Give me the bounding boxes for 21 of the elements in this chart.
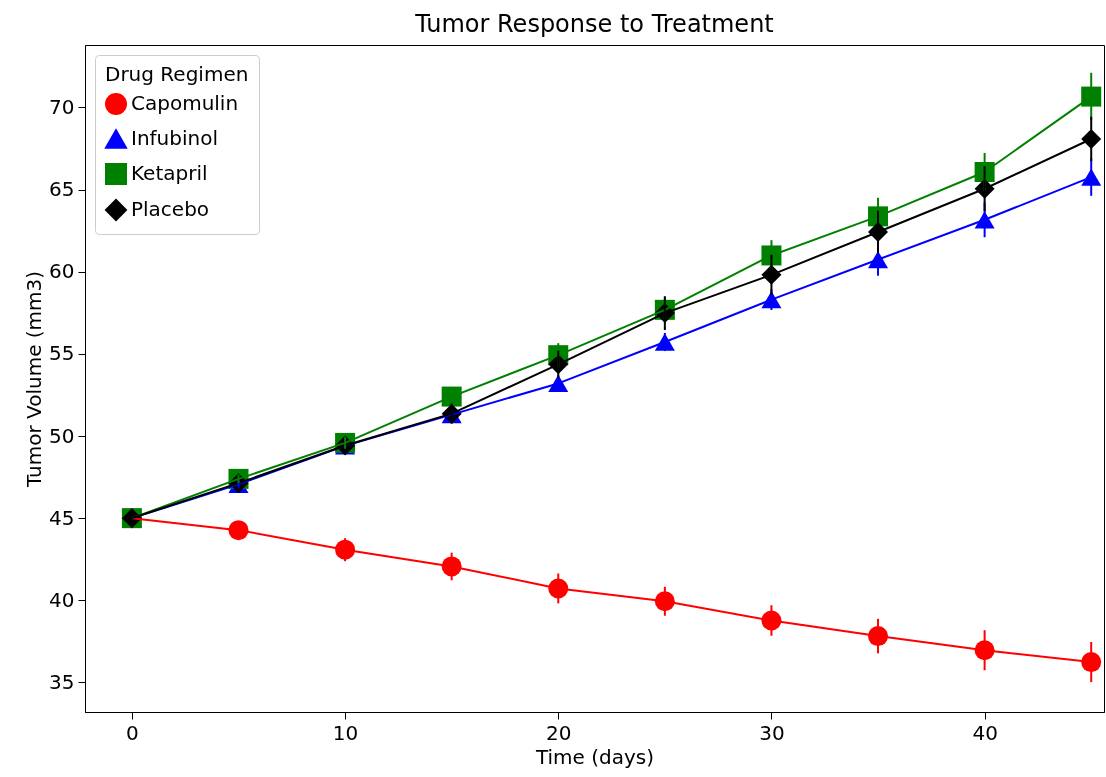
y-tick-label: 65 (49, 177, 75, 202)
legend-label: Infubinol (131, 126, 219, 150)
x-tick-label: 0 (126, 720, 139, 745)
x-tick-label: 20 (546, 720, 572, 745)
legend-label: Placebo (131, 197, 210, 221)
x-tick-label: 10 (332, 720, 359, 745)
y-tick-label: 35 (49, 669, 75, 694)
y-tick-label: 70 (49, 94, 75, 119)
legend-title: Drug Regimen (105, 62, 249, 86)
x-tick-label: 40 (972, 720, 998, 745)
legend-label: Capomulin (131, 91, 239, 115)
x-axis-title: Time (days) (534, 744, 655, 769)
x-tick-label: 30 (759, 720, 785, 745)
y-axis-title: Tumor Volume (mm3) (22, 270, 47, 489)
y-tick-label: 50 (49, 423, 75, 448)
y-tick-label: 45 (49, 505, 75, 530)
legend-label: Ketapril (131, 161, 208, 185)
y-tick-label: 60 (49, 259, 75, 284)
chart-title: Tumor Response to Treatment (414, 10, 774, 38)
y-tick-label: 40 (49, 587, 75, 612)
y-tick-label: 55 (49, 341, 75, 366)
